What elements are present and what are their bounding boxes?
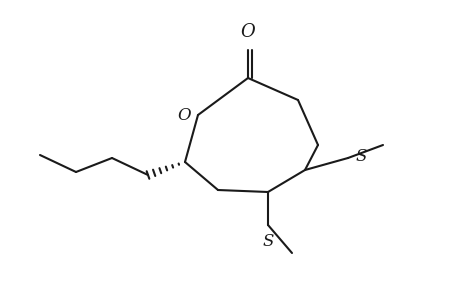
Text: O: O	[177, 106, 190, 124]
Text: S: S	[262, 233, 273, 250]
Text: O: O	[240, 23, 255, 41]
Text: S: S	[355, 148, 367, 164]
